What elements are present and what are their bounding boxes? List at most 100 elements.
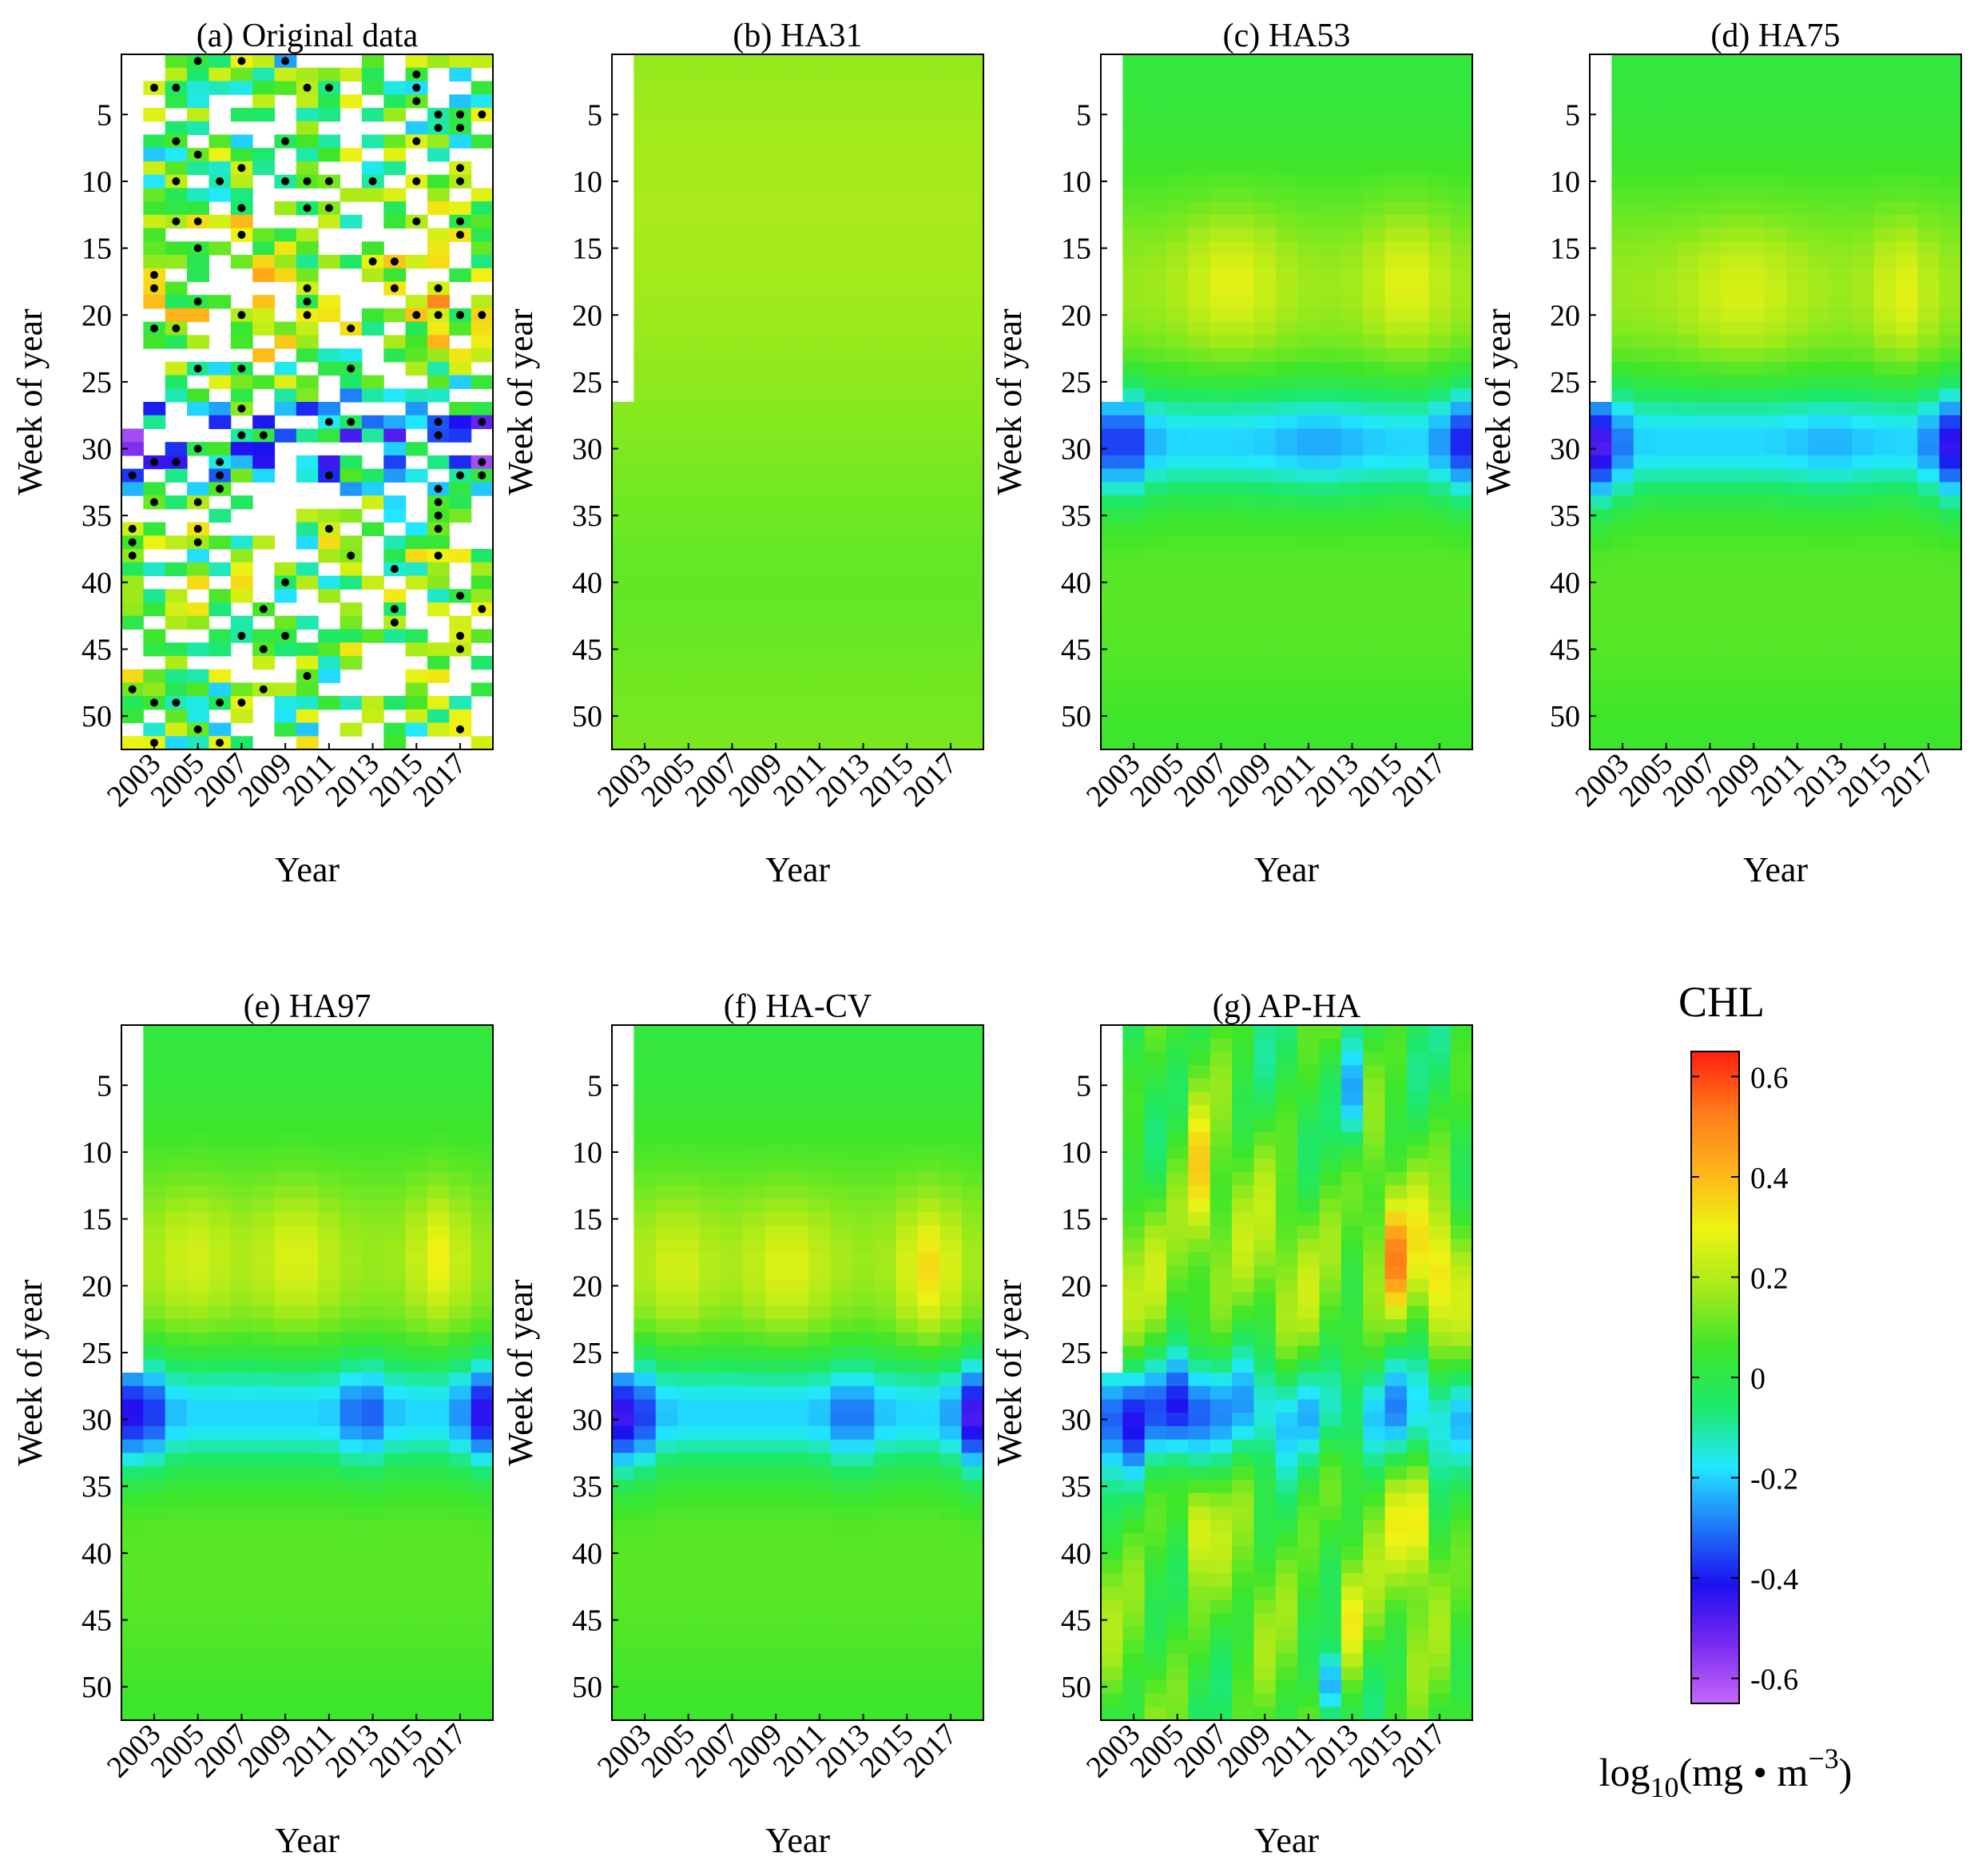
heat-cell bbox=[961, 709, 984, 724]
heat-cell bbox=[655, 361, 678, 376]
heat-cell bbox=[721, 1653, 744, 1667]
heat-cell bbox=[1384, 241, 1408, 256]
heat-cell bbox=[939, 535, 963, 550]
heat-cell bbox=[1275, 134, 1298, 149]
heat-cell bbox=[1764, 321, 1787, 336]
heat-cell bbox=[743, 1626, 766, 1641]
heat-cell bbox=[765, 54, 788, 69]
heat-cell bbox=[743, 54, 766, 69]
heat-cell bbox=[143, 1185, 166, 1200]
heat-cell bbox=[1895, 361, 1918, 376]
heat-cell bbox=[274, 709, 297, 724]
heat-cell bbox=[252, 442, 276, 456]
heat-cell bbox=[449, 1319, 472, 1333]
heat-cell bbox=[187, 1306, 210, 1320]
heat-cell bbox=[1297, 428, 1321, 443]
heat-cell bbox=[1742, 81, 1766, 95]
heat-cell bbox=[852, 188, 875, 202]
heat-cell bbox=[743, 1119, 766, 1133]
heat-cell bbox=[1917, 121, 1940, 135]
heat-cell bbox=[808, 682, 832, 697]
heat-cell bbox=[449, 1345, 472, 1360]
heat-cell bbox=[1895, 188, 1918, 202]
heat-cell bbox=[427, 1238, 450, 1254]
heat-cell bbox=[743, 1332, 766, 1347]
heat-cell bbox=[808, 629, 832, 643]
heat-cell bbox=[939, 575, 963, 590]
heat-cell bbox=[165, 682, 188, 697]
heat-cell bbox=[808, 1425, 832, 1441]
heat-cell bbox=[340, 67, 363, 82]
heat-cell bbox=[961, 696, 984, 710]
heat-cell bbox=[1786, 321, 1809, 336]
heat-cell bbox=[361, 134, 384, 149]
heat-cell bbox=[852, 1051, 875, 1066]
heat-cell bbox=[765, 522, 788, 536]
heat-cell bbox=[340, 1640, 363, 1654]
heat-cell bbox=[361, 522, 384, 536]
heat-cell bbox=[852, 1225, 875, 1240]
heat-cell bbox=[318, 308, 341, 323]
heat-cell bbox=[165, 1373, 188, 1387]
heat-cell bbox=[1655, 682, 1678, 697]
heat-cell bbox=[427, 1560, 450, 1574]
heat-cell bbox=[874, 134, 897, 149]
heat-cell bbox=[808, 335, 832, 349]
heat-cell bbox=[830, 81, 853, 95]
heat-cell bbox=[655, 321, 678, 336]
heat-cell bbox=[361, 1626, 384, 1641]
heat-cell bbox=[743, 1532, 766, 1548]
heat-cell bbox=[1450, 428, 1473, 443]
heat-cell bbox=[252, 1600, 276, 1614]
heat-cell bbox=[230, 1479, 253, 1494]
heat-cell bbox=[1450, 575, 1473, 590]
heat-cell bbox=[1232, 228, 1255, 242]
heat-cell bbox=[209, 1453, 232, 1467]
heat-cell bbox=[1275, 81, 1298, 95]
heat-cell bbox=[808, 1546, 832, 1560]
heat-cell bbox=[427, 241, 450, 256]
heat-cell bbox=[830, 1479, 853, 1494]
heat-cell bbox=[471, 1626, 494, 1641]
heat-cell bbox=[830, 1105, 853, 1119]
heat-cell bbox=[165, 1225, 188, 1240]
heat-cell bbox=[1939, 402, 1962, 416]
heat-cell bbox=[121, 1546, 144, 1560]
heat-cell bbox=[743, 375, 766, 389]
heat-cell bbox=[252, 1453, 276, 1467]
heat-cell bbox=[896, 1439, 919, 1453]
heat-cell bbox=[874, 549, 897, 563]
heat-cell bbox=[1633, 335, 1656, 349]
heat-cell bbox=[808, 308, 832, 323]
heat-cell bbox=[830, 415, 853, 430]
heat-cell bbox=[230, 1145, 253, 1159]
y-tick-label: 40 bbox=[81, 1537, 112, 1571]
heat-cell bbox=[427, 655, 450, 670]
heat-cell bbox=[830, 1572, 853, 1588]
heat-cell bbox=[252, 1025, 276, 1039]
heat-cell bbox=[1122, 281, 1146, 296]
heat-cell bbox=[1677, 428, 1700, 443]
heat-cell bbox=[939, 148, 963, 162]
heat-cell bbox=[143, 482, 166, 496]
heat-cell bbox=[655, 241, 678, 256]
heat-cell bbox=[1232, 254, 1255, 269]
heat-cell bbox=[1144, 615, 1167, 630]
heat-cell bbox=[1677, 188, 1700, 202]
heat-cell bbox=[405, 1038, 428, 1053]
heat-cell bbox=[274, 682, 297, 697]
heat-cell bbox=[1633, 736, 1656, 750]
heat-cell bbox=[1297, 67, 1321, 82]
heat-cell bbox=[1829, 201, 1853, 216]
heat-cell bbox=[1209, 549, 1233, 563]
heat-cell bbox=[721, 709, 744, 724]
heat-cell bbox=[1852, 575, 1875, 590]
heat-cell bbox=[361, 1038, 384, 1053]
heat-cell bbox=[187, 1225, 210, 1240]
heat-cell bbox=[165, 468, 188, 483]
heat-cell bbox=[340, 428, 363, 443]
heat-cell bbox=[143, 1492, 166, 1507]
heat-cell bbox=[449, 1172, 472, 1186]
heat-cell bbox=[405, 1266, 428, 1280]
heat-cell bbox=[765, 1640, 788, 1654]
